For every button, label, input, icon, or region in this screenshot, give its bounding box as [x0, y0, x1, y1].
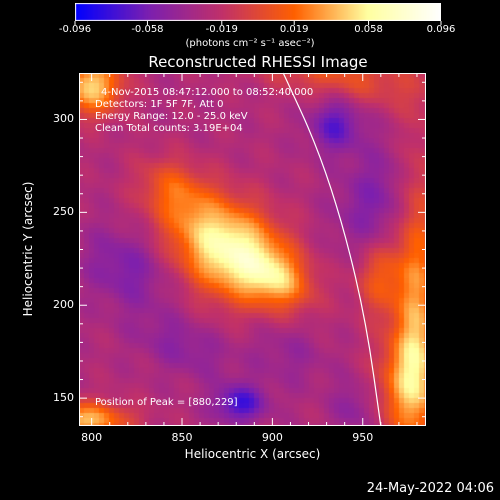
- y-tick-label: 300: [53, 112, 74, 126]
- heatmap-image: [79, 73, 426, 426]
- colorbar-tick-label: 0.096: [426, 24, 456, 35]
- colorbar-tick-label: -0.096: [58, 24, 92, 35]
- y-axis-label: Heliocentric Y (arcsec): [21, 181, 35, 317]
- chart-title: Reconstructed RHESSI Image: [148, 53, 368, 71]
- y-tick-label: 250: [53, 205, 74, 219]
- annotation-detectors: Detectors: 1F 5F 7F, Att 0: [95, 99, 224, 110]
- colorbar-tick-label: -0.019: [205, 24, 238, 35]
- colorbar-ticks: [74, 21, 442, 25]
- annotation-clean: Clean Total counts: 3.19E+04: [95, 123, 243, 134]
- x-tick-label: 950: [352, 431, 374, 444]
- x-tick-label: 900: [261, 431, 283, 444]
- x-tick-label: 850: [171, 431, 193, 444]
- y-tick-label: 150: [53, 391, 74, 405]
- x-tick-label: 800: [81, 431, 103, 444]
- timestamp: 24-May-2022 04:06: [366, 481, 494, 496]
- colorbar-tick-label: -0.058: [131, 24, 164, 35]
- x-axis-label: Heliocentric X (arcsec): [184, 447, 321, 461]
- solar-limb-line: [282, 72, 382, 427]
- annotation-time: 4-Nov-2015 08:47:12.000 to 08:52:40.000: [101, 87, 314, 98]
- colorbar-tick-label: 0.019: [279, 24, 309, 35]
- colorbar-tick-label: 0.058: [354, 24, 383, 35]
- colorbar-units: (photons cm⁻² s⁻¹ asec⁻²): [185, 38, 315, 49]
- colorbar: [75, 3, 441, 21]
- annotation-energy: Energy Range: 12.0 - 25.0 keV: [95, 111, 248, 122]
- y-tick-label: 200: [53, 298, 74, 312]
- annotation-peak: Position of Peak = [880,229]: [95, 397, 238, 408]
